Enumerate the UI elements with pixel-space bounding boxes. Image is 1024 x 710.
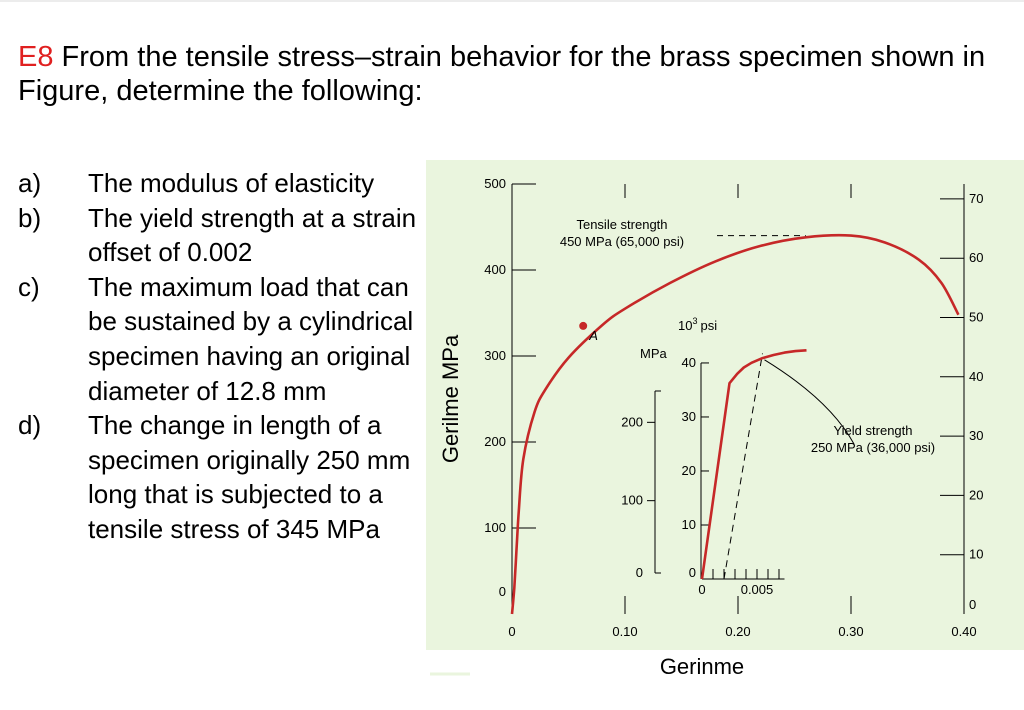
tensile-strength-value: 450 MPa (65,000 psi) [560,234,684,249]
inset-mpa-tick-label: 200 [621,414,643,429]
question-list: a) The modulus of elasticity b) The yield … [18,166,418,547]
figure-panel [426,160,1024,650]
y-tick-label: 0 [499,584,506,599]
inset-x-tick-label: 0.005 [741,582,774,597]
y-tick-label: 300 [484,348,506,363]
question-b: b) The yield strength at a strain offset … [18,201,418,270]
inset-psi-word: psi [700,318,717,333]
right-tick-label: 70 [969,191,983,206]
x-tick-label: 0.10 [612,624,637,639]
exercise-number: E8 [18,41,54,73]
point-a-marker [579,321,588,330]
x-axis-title: Gerinme [660,654,744,679]
inset-psi-tick-label: 0 [689,565,696,580]
x-tick-label: 0.40 [951,624,976,639]
y-tick-label: 200 [484,434,506,449]
inset-psi-tick-label: 10 [682,517,696,532]
x-tick-label: 0 [508,624,515,639]
question-marker: d) [18,410,42,441]
offset-dashed-line [723,353,763,580]
x-tick-label: 0.30 [838,624,863,639]
top-divider [0,0,1024,2]
right-tick-label: 50 [969,310,983,325]
stress-strain-figure: 0 100 200 300 400 500 0 0.10 0.20 0.30 0.40 0 10 20 30… [426,154,1024,704]
exercise-prompt: From the tensile stress–strain behavior … [18,41,986,107]
y-axis-title: Gerilme MPa [438,334,463,463]
question-text: The yield strength at a strain offset of… [88,202,417,268]
yield-strength-label: Yield strength [833,423,912,438]
inset-mpa-tick-label: 0 [636,565,643,580]
inset-psi-exponent: 3 [692,316,697,326]
inset-psi-unit: 103 psi [678,316,717,333]
y-tick-label: 500 [484,176,506,191]
point-a-label: A [588,328,598,343]
right-tick-label: 10 [969,547,983,562]
question-text: The maximum load that can be sustained b… [88,271,414,406]
yield-strength-arrow [764,359,855,445]
annotations: Tensile strength 450 MPa (65,000 psi) Yiel… [560,217,935,455]
inset-mpa-tick-label: 100 [621,493,643,508]
inset-curve [700,349,807,580]
main-curve [510,233,960,615]
x-tick-label: 0.20 [725,624,750,639]
right-tick-label: 0 [969,597,976,612]
inset-psi-tick-label: 30 [682,409,696,424]
right-tick-label: 20 [969,487,983,502]
inset-mpa-unit: MPa [640,346,668,361]
yield-strength-value: 250 MPa (36,000 psi) [811,440,935,455]
y-tick-label: 400 [484,262,506,277]
inset-psi-tick-label: 40 [682,355,696,370]
main-curve-group: A [510,233,960,615]
right-tick-label: 60 [969,250,983,265]
right-tick-label: 40 [969,369,983,384]
question-text: The change in length of a specimen origi… [88,410,411,544]
question-marker: c) [18,271,40,302]
y-tick-label: 100 [484,520,506,535]
question-marker: b) [18,202,42,233]
tensile-strength-label: Tensile strength [576,217,667,232]
inset-x-tick-label: 0 [698,582,705,597]
exercise-title: E8 From the tensile stress–strain behavi… [18,40,1008,108]
question-c: c) The maximum load that can be sustained… [18,270,418,408]
right-tick-label: 30 [969,428,983,443]
question-a: a) The modulus of elasticity [18,166,418,201]
inset-psi-tick-label: 20 [682,463,696,478]
question-text: The modulus of elasticity [88,168,375,198]
question-d: d) The change in length of a specimen ori… [18,408,418,546]
question-marker: a) [18,168,42,198]
inset-chart: 0 10 20 30 40 0 100 200 MPa 103 psi 0 0.005 [621,316,807,597]
